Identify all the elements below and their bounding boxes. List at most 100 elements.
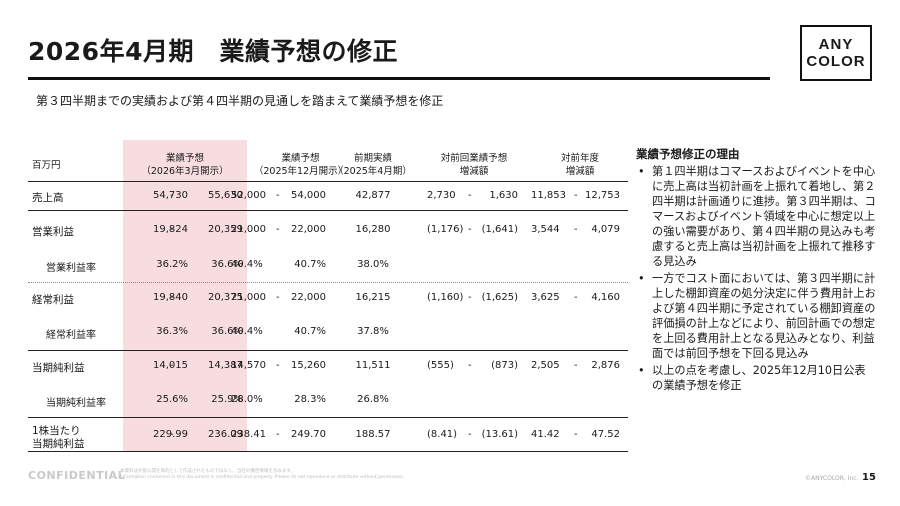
table-cell: 20,375 — [208, 292, 243, 303]
table-cell: 25.9% — [211, 394, 243, 405]
forecast-table: 百万円 業績予想 （2026年3月開示） 業績予想 （2025年12月開示） 前期実… — [28, 140, 628, 452]
table-cell: 11,511 — [355, 360, 391, 371]
confidential-note: 本資料は外部公開を目的として作成されたものではなく、当社の機密情報を含みます。 … — [120, 469, 405, 480]
confidential-label: CONFIDENTIAL — [28, 469, 126, 482]
table-cell: 238.41 — [231, 429, 266, 440]
table-cell: 14,387 — [208, 360, 243, 371]
range-dash: - — [574, 292, 578, 303]
table-cell: 2,505 — [531, 360, 560, 371]
range-dash: - — [170, 224, 174, 235]
table-cell: 28.0% — [231, 394, 263, 405]
table-cell: 3,544 — [531, 224, 560, 235]
table-cell: (1,641) — [481, 224, 518, 235]
table-cell: 38.0% — [357, 259, 389, 270]
logo-line-1: ANY — [818, 36, 854, 53]
table-cell: 12,753 — [585, 190, 620, 201]
table-rule — [28, 451, 628, 452]
table-cell: 22,000 — [291, 224, 326, 235]
table-rule-dotted — [28, 282, 628, 283]
table-cell: (8.41) — [427, 429, 458, 440]
range-dash: - — [276, 360, 280, 371]
row-label: 売上高 — [32, 192, 64, 204]
table-cell: 28.3% — [294, 394, 326, 405]
range-dash: - — [468, 190, 472, 201]
table-cell: 229.99 — [153, 429, 188, 440]
table-cell: (1,160) — [427, 292, 464, 303]
table-cell: 47.52 — [591, 429, 620, 440]
unit-label: 百万円 — [32, 160, 61, 171]
table-cell: 54,000 — [291, 190, 326, 201]
table-cell: 2,876 — [591, 360, 620, 371]
column-header: 業績予想 （2026年3月開示） — [141, 153, 229, 177]
range-dash: - — [276, 190, 280, 201]
highlight-column — [123, 140, 247, 452]
table-rule — [28, 417, 628, 418]
table-cell: 54,730 — [153, 190, 188, 201]
row-label: 当期純利益 — [32, 438, 85, 450]
table-cell: 2,730 — [427, 190, 456, 201]
table-cell: 1,630 — [489, 190, 518, 201]
range-dash: - — [276, 292, 280, 303]
range-dash: - — [574, 190, 578, 201]
row-label: 営業利益率 — [46, 263, 96, 274]
range-dash: - — [170, 360, 174, 371]
table-cell: 52,000 — [231, 190, 266, 201]
table-cell: 14,570 — [231, 360, 266, 371]
column-header: 対前回業績予想 増減額 — [440, 153, 508, 177]
logo-line-2: COLOR — [806, 53, 866, 70]
copyright: ©ANYCOLOR, Inc. — [805, 475, 859, 482]
range-dash: - — [468, 292, 472, 303]
column-header: 業績予想 （2025年12月開示） — [253, 153, 348, 177]
table-cell: 36.2% — [156, 259, 188, 270]
table-rule — [28, 210, 628, 211]
range-dash: - — [468, 224, 472, 235]
row-label: 経常利益率 — [46, 330, 96, 341]
range-dash: - — [468, 429, 472, 440]
table-cell: 42,877 — [355, 190, 391, 201]
table-cell: (13.61) — [481, 429, 518, 440]
table-cell: (555) — [427, 360, 454, 371]
column-header: 前期実績 （2025年4月期） — [334, 153, 412, 177]
table-cell: 22,000 — [291, 292, 326, 303]
table-cell: 15,260 — [291, 360, 326, 371]
table-cell: 4,079 — [591, 224, 620, 235]
row-label: 経常利益 — [32, 294, 74, 306]
range-dash: - — [468, 360, 472, 371]
table-cell: 20,359 — [208, 224, 243, 235]
range-dash: - — [170, 190, 174, 201]
table-cell: (873) — [491, 360, 518, 371]
table-cell: 40.7% — [294, 259, 326, 270]
table-cell: 21,000 — [231, 224, 266, 235]
table-cell: 3,625 — [531, 292, 560, 303]
table-cell: 21,000 — [231, 292, 266, 303]
column-header: 対前年度 増減額 — [560, 153, 599, 177]
anycolor-logo: ANY COLOR — [800, 25, 872, 81]
page-subtitle: 第３四半期までの実績および第４四半期の見通しを踏まえて業績予想を修正 — [36, 94, 444, 108]
reason-bullet: 一方でコスト面においては、第３四半期に計上した棚卸資産の処分決定に伴う費用計上お… — [636, 271, 876, 361]
table-cell: 41.42 — [531, 429, 560, 440]
table-cell: 11,853 — [531, 190, 566, 201]
reason-bullet: 以上の点を考慮し、2025年12月10日公表の業績予想を修正 — [636, 363, 876, 393]
table-cell: 19,824 — [153, 224, 188, 235]
table-cell: 40.4% — [231, 326, 263, 337]
table-cell: 16,280 — [355, 224, 391, 235]
row-label: 当期純利益率 — [46, 398, 106, 409]
table-cell: 37.8% — [357, 326, 389, 337]
table-cell: 4,160 — [591, 292, 620, 303]
table-cell: 36.3% — [156, 326, 188, 337]
table-cell: (1,625) — [481, 292, 518, 303]
page-number: 15 — [862, 472, 876, 483]
row-label: 営業利益 — [32, 226, 74, 238]
row-label: 当期純利益 — [32, 362, 85, 374]
page-title: 2026年4月期 業績予想の修正 — [28, 37, 398, 66]
range-dash: - — [574, 224, 578, 235]
range-dash: - — [276, 224, 280, 235]
table-cell: 40.4% — [231, 259, 263, 270]
table-cell: (1,176) — [427, 224, 464, 235]
table-cell: 188.57 — [355, 429, 391, 440]
table-cell: 16,215 — [355, 292, 391, 303]
table-rule — [28, 350, 628, 351]
reason-bullet: 第１四半期はコマースおよびイベントを中心に売上高は当初計画を上振れて着地し、第２… — [636, 164, 876, 269]
table-rule — [28, 181, 628, 182]
